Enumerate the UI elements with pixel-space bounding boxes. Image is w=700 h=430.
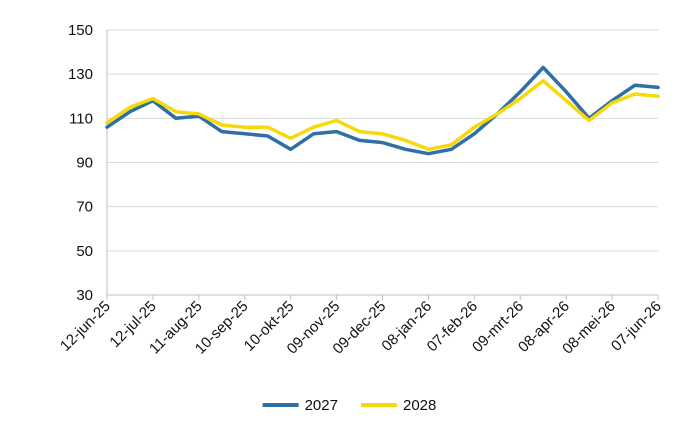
legend-label-2027: 2027 — [305, 397, 338, 414]
x-tick-label: 12-jun-25 — [57, 298, 114, 355]
series-lines — [105, 65, 660, 156]
y-tick-label: 150 — [68, 22, 93, 39]
y-tick-label: 90 — [76, 155, 93, 172]
y-tick-label: 110 — [69, 110, 93, 127]
legend: 2027 2028 — [262, 397, 436, 414]
series-line-2028 — [105, 79, 660, 152]
y-tick-label: 130 — [68, 66, 93, 83]
axes — [106, 30, 659, 300]
gridlines — [107, 29, 658, 296]
y-tick-label: 30 — [76, 287, 93, 304]
y-tick-labels: 30 50 70 90 110 130 150 — [68, 22, 93, 304]
x-tick-label: 07-jun-26 — [608, 298, 665, 355]
legend-label-2028: 2028 — [403, 397, 436, 414]
y-tick-label: 70 — [76, 199, 93, 216]
x-tick-labels: 12-jun-2512-jul-2511-aug-2510-sep-2510-o… — [57, 298, 665, 358]
series-line-2027 — [105, 65, 660, 156]
y-tick-label: 50 — [76, 243, 93, 260]
